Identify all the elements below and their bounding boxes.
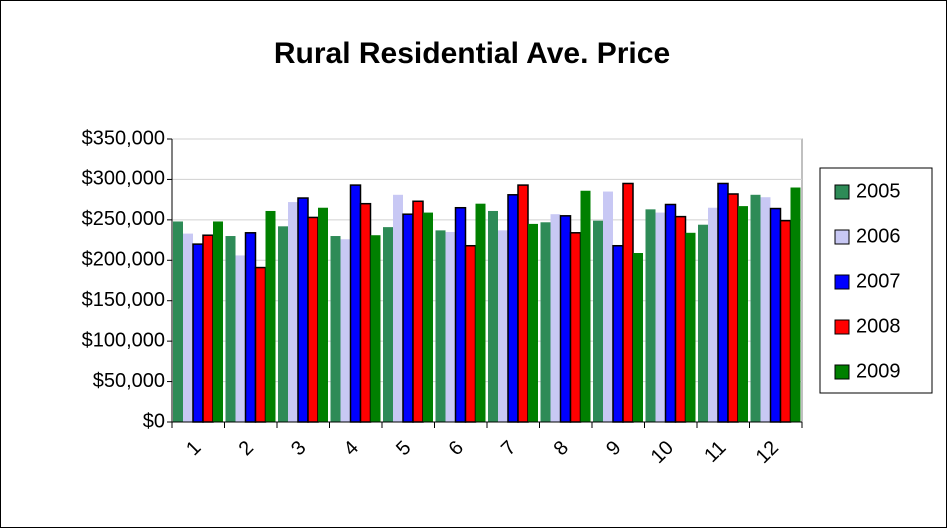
bar xyxy=(708,207,718,422)
bar xyxy=(498,230,508,422)
legend-label: 2008 xyxy=(856,315,901,337)
bar xyxy=(202,234,214,423)
bar xyxy=(769,207,782,423)
bar xyxy=(580,190,591,422)
legend-swatch xyxy=(834,229,850,245)
bar xyxy=(225,236,236,422)
bar xyxy=(550,214,561,422)
bar xyxy=(517,184,529,423)
bar xyxy=(192,243,204,423)
legend-swatch xyxy=(834,184,850,200)
bar xyxy=(445,231,456,422)
bar xyxy=(655,212,666,422)
bar xyxy=(435,230,446,422)
bar xyxy=(307,216,319,423)
bar xyxy=(779,219,792,423)
legend-swatch xyxy=(834,319,850,335)
bar xyxy=(569,232,582,423)
bar xyxy=(727,193,739,423)
legend-label: 2005 xyxy=(856,180,901,202)
bar xyxy=(612,244,624,423)
y-tick-label: $50,000 xyxy=(93,370,165,392)
bar xyxy=(370,235,381,422)
bar xyxy=(297,197,309,423)
bar xyxy=(603,191,613,422)
y-tick-label: $0 xyxy=(143,410,165,432)
bar xyxy=(475,203,486,422)
bar xyxy=(278,226,288,422)
y-tick-label: $100,000 xyxy=(82,329,165,351)
bar xyxy=(559,215,572,423)
bar xyxy=(340,239,351,422)
bar xyxy=(423,212,433,422)
bar xyxy=(760,197,771,422)
bar xyxy=(717,182,729,423)
y-tick-label: $250,000 xyxy=(82,208,165,230)
bar xyxy=(412,200,424,423)
bar xyxy=(244,232,257,423)
bar xyxy=(349,184,362,423)
bar xyxy=(393,194,403,422)
y-tick-label: $200,000 xyxy=(82,249,165,271)
bar xyxy=(645,209,656,422)
bar xyxy=(528,223,538,422)
y-tick-label: $350,000 xyxy=(82,127,165,149)
bar xyxy=(622,182,634,423)
bar xyxy=(254,266,267,423)
legend-label: 2006 xyxy=(856,225,901,247)
y-tick-label: $150,000 xyxy=(82,289,165,311)
plot-area xyxy=(171,138,803,423)
bar xyxy=(173,221,183,422)
bar xyxy=(488,210,498,422)
bar xyxy=(213,221,223,422)
legend-swatch xyxy=(834,364,850,380)
bar xyxy=(507,194,519,423)
bar xyxy=(318,207,328,422)
bar xyxy=(383,227,393,422)
bar xyxy=(235,255,246,422)
bar xyxy=(738,206,748,422)
bar xyxy=(685,232,696,422)
bar xyxy=(540,222,551,422)
bar xyxy=(330,236,341,422)
bar xyxy=(464,244,477,423)
bar xyxy=(454,206,467,423)
bar xyxy=(288,202,298,422)
bar xyxy=(633,253,643,422)
bar xyxy=(593,220,603,422)
bar xyxy=(265,210,276,422)
bar xyxy=(674,215,687,423)
legend-label: 2009 xyxy=(856,360,901,382)
bar xyxy=(359,202,372,423)
bar xyxy=(402,213,414,423)
bar xyxy=(664,203,677,423)
legend-label: 2007 xyxy=(856,270,901,292)
bar xyxy=(698,224,708,422)
bar xyxy=(790,187,801,422)
bar xyxy=(750,194,761,422)
bar xyxy=(183,233,193,422)
chart-title: Rural Residential Ave. Price xyxy=(274,37,670,70)
y-tick-label: $300,000 xyxy=(82,168,165,190)
legend-swatch xyxy=(834,274,850,290)
